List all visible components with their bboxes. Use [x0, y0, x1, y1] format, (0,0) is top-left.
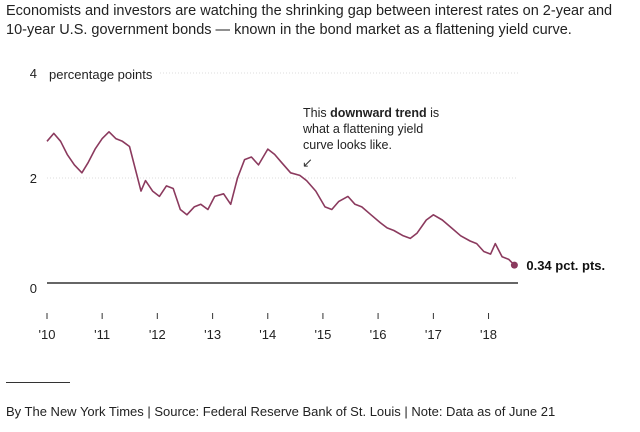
y-axis-unit-label: percentage points	[49, 67, 153, 82]
annotation-arrow-icon: ↙	[302, 155, 313, 170]
x-tick-label: '13	[204, 327, 221, 342]
footer-divider	[6, 382, 70, 383]
y-tick-label: 0	[30, 281, 37, 296]
annotation-bold: downward trend	[330, 106, 427, 120]
chart-intro: Economists and investors are watching th…	[6, 3, 613, 38]
y-gridlines	[47, 72, 518, 284]
x-tick-labels: '10 '11 '12 '13 '14 '15 '16 '17 '18	[39, 327, 497, 342]
trend-annotation: This downward trend is what a flattening…	[302, 106, 439, 170]
series-end-label: 0.34 pct. pts.	[526, 258, 605, 273]
line-chart: 4 2 0 percentage points '10 '11 '12 '13 '14 '15…	[30, 66, 605, 342]
x-tick-label: '16	[370, 327, 387, 342]
annotation-prefix: This	[303, 106, 330, 120]
x-tick-marks	[46, 313, 490, 319]
x-tick-label: '11	[94, 327, 110, 342]
source-footer: By The New York Times | Source: Federal …	[6, 404, 556, 419]
x-tick-label: '12	[149, 327, 166, 342]
series-endpoint	[510, 261, 518, 269]
annotation-suffix: is	[427, 106, 440, 120]
y-tick-label: 2	[30, 171, 37, 186]
annotation-line2: what a flattening yield	[302, 122, 423, 136]
x-tick-label: '17	[425, 327, 442, 342]
x-tick-label: '14	[259, 327, 276, 342]
y-tick-label: 4	[30, 66, 37, 81]
y-tick-labels: 4 2 0	[30, 66, 37, 296]
x-tick-label: '10	[39, 327, 56, 342]
annotation-line3: curve looks like.	[303, 138, 392, 152]
series-line	[46, 131, 515, 266]
x-tick-label: '18	[480, 327, 497, 342]
svg-text:This downward trend is: This downward trend is	[303, 106, 439, 120]
x-tick-label: '15	[314, 327, 331, 342]
